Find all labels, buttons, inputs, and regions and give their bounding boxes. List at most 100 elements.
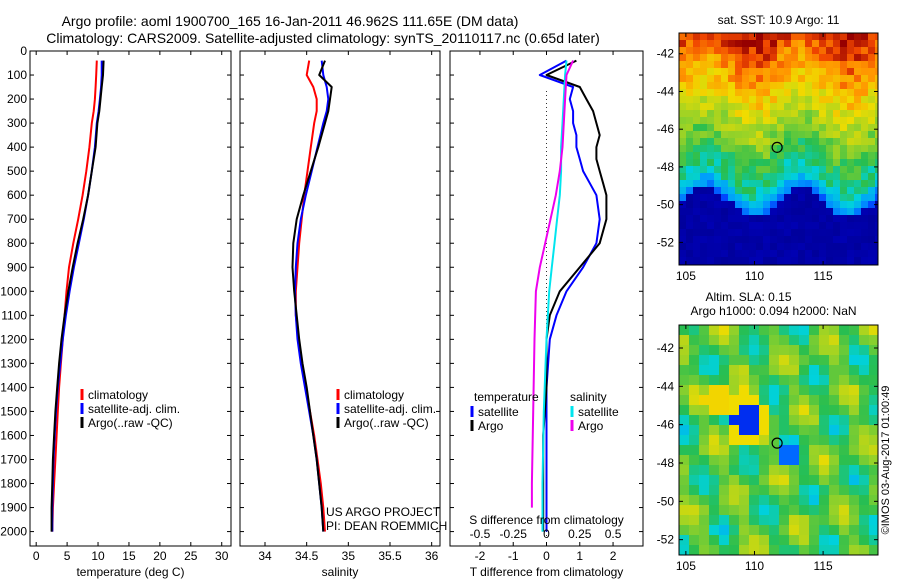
- map-cell: [686, 40, 694, 48]
- map-cell: [699, 425, 710, 436]
- map-cell: [868, 173, 876, 181]
- map-cell: [693, 243, 701, 251]
- map-cell: [789, 345, 800, 356]
- map-cell: [869, 355, 880, 366]
- map-cell: [693, 250, 701, 258]
- map-cell: [849, 415, 860, 426]
- map-cell: [812, 61, 820, 69]
- map-cell: [809, 395, 820, 406]
- map-cell: [679, 222, 687, 230]
- map-cell: [735, 229, 743, 237]
- map-cell: [826, 47, 834, 55]
- map-cell: [829, 495, 840, 506]
- map-cell: [729, 515, 740, 526]
- map-cell: [759, 495, 770, 506]
- map-cell: [700, 131, 708, 139]
- map-cell: [833, 173, 841, 181]
- map-cell: [840, 96, 848, 104]
- map-cell: [798, 131, 806, 139]
- map-cell: [749, 535, 760, 546]
- map-cell: [777, 236, 785, 244]
- map-cell: [833, 117, 841, 125]
- map-cell: [847, 166, 855, 174]
- map-cell: [868, 187, 876, 195]
- map-cell: [826, 145, 834, 153]
- map-cell: [700, 194, 708, 202]
- map-cell: [869, 435, 880, 446]
- map-cell: [749, 425, 760, 436]
- map-cell: [833, 166, 841, 174]
- map-cell: [789, 375, 800, 386]
- map-cell: [749, 365, 760, 376]
- map-cell: [812, 166, 820, 174]
- map-cell: [809, 485, 820, 496]
- map-cell: [847, 194, 855, 202]
- map-cell: [679, 375, 690, 386]
- map-cell: [763, 33, 771, 41]
- map-cell: [679, 257, 687, 265]
- map-cell: [759, 535, 770, 546]
- map-cell: [689, 365, 700, 376]
- map-cell: [709, 495, 720, 506]
- map-cell: [779, 395, 790, 406]
- map-cell: [861, 166, 869, 174]
- map-cell: [689, 455, 700, 466]
- x-tick-label: 2: [610, 549, 617, 563]
- map-cell: [770, 180, 778, 188]
- map-cell: [833, 68, 841, 76]
- map-cell: [742, 110, 750, 118]
- map-cell: [709, 355, 720, 366]
- map-cell: [714, 215, 722, 223]
- map-cell: [826, 173, 834, 181]
- map-cell: [861, 257, 869, 265]
- map-cell: [779, 465, 790, 476]
- map-cell: [859, 415, 870, 426]
- map-cell: [819, 325, 830, 336]
- map-cell: [714, 75, 722, 83]
- map-cell: [805, 82, 813, 90]
- map-cell: [739, 435, 750, 446]
- map-cell: [789, 415, 800, 426]
- map-cell: [714, 173, 722, 181]
- map-cell: [689, 515, 700, 526]
- map-cell: [714, 187, 722, 195]
- map-cell: [707, 173, 715, 181]
- map-cell: [812, 229, 820, 237]
- map-cell: [686, 215, 694, 223]
- map-cell: [769, 365, 780, 376]
- map-cell: [798, 229, 806, 237]
- map-cell: [770, 173, 778, 181]
- map-cell: [839, 435, 850, 446]
- map-cell: [779, 475, 790, 486]
- map-cell: [756, 257, 764, 265]
- map-cell: [699, 495, 710, 506]
- map-cell: [833, 103, 841, 111]
- map-cell: [759, 515, 770, 526]
- map-cell: [868, 180, 876, 188]
- map-cell: [714, 152, 722, 160]
- depth-tick-label: 1200: [0, 332, 27, 346]
- map-cell: [829, 375, 840, 386]
- map-cell: [742, 82, 750, 90]
- map-cell: [840, 54, 848, 62]
- map-cell: [859, 365, 870, 376]
- map-cell: [812, 250, 820, 258]
- map-cell: [729, 325, 740, 336]
- map-cell: [769, 355, 780, 366]
- map-cell: [791, 236, 799, 244]
- map-cell: [749, 124, 757, 132]
- map-cell: [868, 40, 876, 48]
- map-cell: [759, 345, 770, 356]
- map-cell: [791, 208, 799, 216]
- map-cell: [693, 257, 701, 265]
- map-cell: [826, 166, 834, 174]
- secondary-x-tick-label: 0.5: [605, 527, 622, 541]
- map-cell: [700, 243, 708, 251]
- map-cell: [700, 187, 708, 195]
- map-cell: [735, 145, 743, 153]
- map-cell: [700, 145, 708, 153]
- lat-tick-label: -50: [657, 198, 675, 212]
- map-cell: [819, 345, 830, 356]
- map-cell: [707, 117, 715, 125]
- map-cell: [763, 159, 771, 167]
